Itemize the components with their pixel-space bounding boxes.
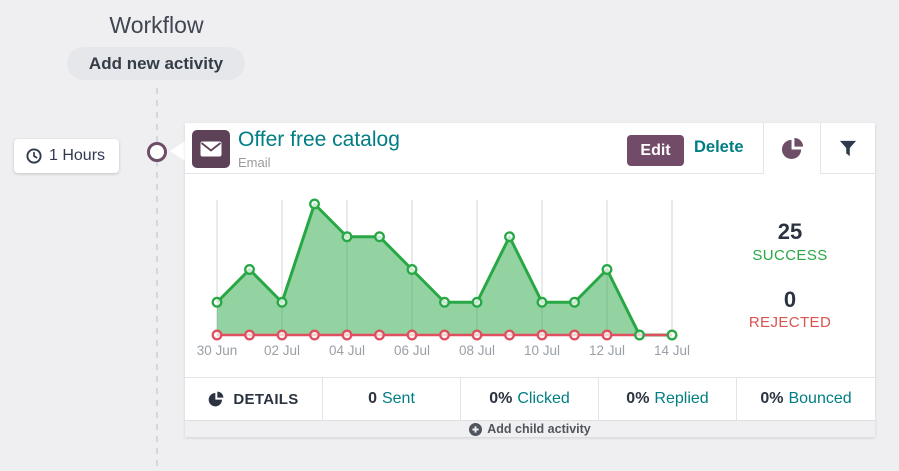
trigger-delay-label: 1 Hours <box>49 147 106 164</box>
success-count: 25 <box>777 219 803 245</box>
metric-replied[interactable]: 0% Replied <box>599 378 737 420</box>
details-button[interactable]: DETAILS <box>185 378 323 420</box>
activity-chart: 30 Jun 02 Jul 04 Jul 06 Jul 08 Jul 10 Jul 12 J… <box>197 198 690 358</box>
plus-circle-icon <box>469 422 483 436</box>
add-child-activity-button[interactable]: Add child activity <box>185 420 875 437</box>
success-label: SUCCESS <box>752 246 828 264</box>
metric-clicked[interactable]: 0% Clicked <box>461 378 599 420</box>
timeline-dashed-line <box>156 88 158 471</box>
tab-filter[interactable] <box>821 123 875 173</box>
filter-icon <box>839 140 857 157</box>
svg-text:10 Jul: 10 Jul <box>524 343 560 358</box>
pie-chart-icon <box>781 137 804 160</box>
pie-chart-icon <box>208 391 224 407</box>
svg-text:12 Jul: 12 Jul <box>589 343 625 358</box>
svg-text:30 Jun: 30 Jun <box>197 343 238 358</box>
activity-title[interactable]: Offer free catalog <box>238 128 400 151</box>
svg-text:14 Jul: 14 Jul <box>654 343 690 358</box>
tab-statistics[interactable] <box>764 123 820 173</box>
delete-button[interactable]: Delete <box>694 138 744 156</box>
add-child-activity-label: Add child activity <box>487 422 591 436</box>
svg-text:02 Jul: 02 Jul <box>264 343 300 358</box>
card-pointer-arrow <box>170 141 185 161</box>
rejected-label: REJECTED <box>748 313 832 331</box>
page-title: Workflow <box>109 12 204 38</box>
svg-text:04 Jul: 04 Jul <box>329 343 365 358</box>
add-new-activity-button[interactable]: Add new activity <box>67 47 245 80</box>
activity-type-label: Email <box>238 155 271 170</box>
activity-chart-area: 30 Jun 02 Jul 04 Jul 06 Jul 08 Jul 10 Jul 12 J… <box>185 174 705 377</box>
rejected-count: 0 <box>783 286 797 312</box>
details-label: DETAILS <box>233 390 299 408</box>
trigger-delay-badge[interactable]: 1 Hours <box>14 139 120 173</box>
timeline-node-dot[interactable] <box>147 142 167 162</box>
svg-text:06 Jul: 06 Jul <box>394 343 430 358</box>
email-activity-icon <box>192 130 230 168</box>
activity-stats-panel: 25 SUCCESS 0 REJECTED <box>705 174 875 377</box>
clock-icon <box>26 148 42 164</box>
activity-card: Offer free catalog Email Edit Delete <box>185 123 875 437</box>
envelope-icon <box>200 141 222 157</box>
svg-text:08 Jul: 08 Jul <box>459 343 495 358</box>
metric-bounced[interactable]: 0% Bounced <box>760 390 852 407</box>
activity-card-header: Offer free catalog Email Edit Delete <box>185 123 875 174</box>
edit-button[interactable]: Edit <box>627 135 684 166</box>
activity-metrics-bar: DETAILS 0 Sent 0% Clicked 0% Replied 0% … <box>185 377 875 420</box>
metric-sent[interactable]: 0 Sent <box>323 378 461 420</box>
